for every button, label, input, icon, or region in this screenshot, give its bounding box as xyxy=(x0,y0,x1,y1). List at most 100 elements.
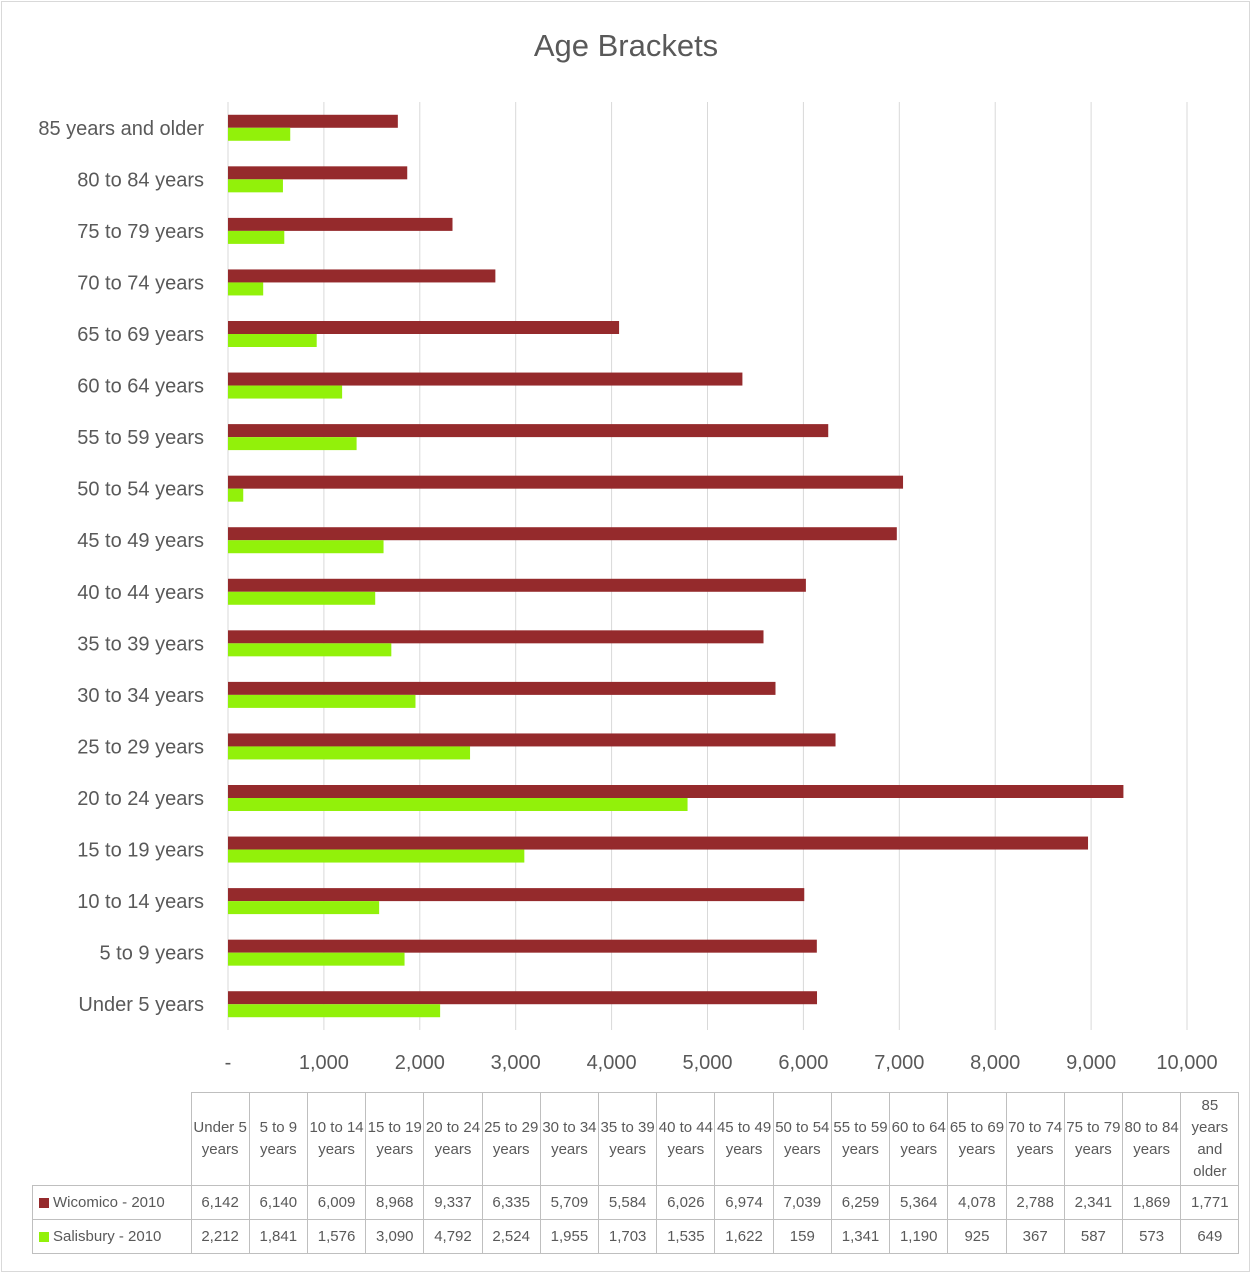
table-header-cell: Under 5 years xyxy=(190,1092,250,1186)
table-value-cell: 5,364 xyxy=(889,1185,949,1220)
table-value-cell: 1,955 xyxy=(539,1219,600,1254)
category-label: Under 5 years xyxy=(78,994,204,1016)
bar-salisbury xyxy=(228,694,416,708)
bar-salisbury xyxy=(228,230,285,244)
bar-salisbury xyxy=(228,643,392,657)
table-header-cell: 15 to 19 years xyxy=(365,1092,425,1186)
table-value-cell: 6,259 xyxy=(830,1185,891,1220)
bar-wicomico xyxy=(228,372,743,386)
bar-salisbury xyxy=(228,798,688,811)
table-value-cell: 5,584 xyxy=(598,1185,658,1220)
category-label: 75 to 79 years xyxy=(77,221,204,243)
table-value-cell: 6,026 xyxy=(656,1185,716,1220)
table-header-cell: 45 to 49 years xyxy=(714,1092,774,1186)
bar-salisbury xyxy=(228,334,317,347)
x-tick-label: 7,000 xyxy=(874,1052,924,1074)
table-header-cell: 35 to 39 years xyxy=(598,1092,658,1186)
table-value-cell: 6,009 xyxy=(306,1185,367,1220)
table-header-cell: 60 to 64 years xyxy=(889,1092,949,1186)
category-label: 50 to 54 years xyxy=(77,479,204,501)
bar-wicomico xyxy=(228,785,1124,798)
category-label: 5 to 9 years xyxy=(99,943,204,965)
category-label: 60 to 64 years xyxy=(77,376,204,398)
bar-wicomico xyxy=(228,630,764,644)
bar-wicomico xyxy=(228,939,817,953)
bar-salisbury xyxy=(228,437,357,451)
table-header-cell: 50 to 54 years xyxy=(772,1092,832,1186)
table-value-cell: 8,968 xyxy=(365,1185,425,1220)
table-value-cell: 4,078 xyxy=(947,1185,1007,1220)
series-label: Wicomico - 2010 xyxy=(32,1185,192,1220)
x-tick-label: 1,000 xyxy=(299,1052,349,1074)
table-value-cell: 1,576 xyxy=(306,1219,367,1254)
bar-salisbury xyxy=(228,540,384,554)
table-header-cell: 75 to 79 years xyxy=(1063,1092,1124,1186)
table-header-cell: 10 to 14 years xyxy=(306,1092,367,1186)
table-value-cell: 573 xyxy=(1121,1219,1182,1254)
table-value-cell: 2,524 xyxy=(481,1219,541,1254)
category-label: 45 to 49 years xyxy=(77,530,204,552)
category-label: 30 to 34 years xyxy=(77,685,204,707)
table-value-cell: 587 xyxy=(1063,1219,1124,1254)
table-header-cell: 20 to 24 years xyxy=(423,1092,483,1186)
bar-salisbury xyxy=(228,488,244,502)
category-label: 20 to 24 years xyxy=(77,788,204,810)
bar-salisbury xyxy=(228,901,380,915)
bar-chart-plot: Under 5 years 5 to 9 years 10 to 14 years 1… xyxy=(38,102,1218,1074)
bar-salisbury xyxy=(228,591,376,605)
table-value-cell: 1,535 xyxy=(656,1219,716,1254)
x-tick-label: 9,000 xyxy=(1066,1052,1116,1074)
bar-salisbury xyxy=(228,952,405,966)
table-value-cell: 3,090 xyxy=(365,1219,425,1254)
x-tick-label: 10,000 xyxy=(1156,1052,1217,1074)
table-header-cell: 55 to 59 years xyxy=(830,1092,891,1186)
table-value-cell: 6,140 xyxy=(248,1185,308,1220)
bar-salisbury xyxy=(228,282,264,296)
table-header-cell: 40 to 44 years xyxy=(656,1092,716,1186)
bar-salisbury xyxy=(228,179,283,193)
x-tick-label: 8,000 xyxy=(970,1052,1020,1074)
table-value-cell: 1,771 xyxy=(1180,1185,1240,1220)
x-tick-label: 6,000 xyxy=(778,1052,828,1074)
table-value-cell: 1,622 xyxy=(714,1219,774,1254)
bar-wicomico xyxy=(228,681,776,695)
table-value-cell: 7,039 xyxy=(772,1185,832,1220)
table-value-cell: 4,792 xyxy=(423,1219,483,1254)
category-label: 10 to 14 years xyxy=(77,891,204,913)
table-value-cell: 2,788 xyxy=(1005,1185,1065,1220)
bar-salisbury xyxy=(228,127,291,141)
bar-salisbury xyxy=(228,746,471,760)
bar-salisbury xyxy=(228,849,525,863)
table-header-cell: 30 to 34 years xyxy=(539,1092,600,1186)
x-tick-label: 2,000 xyxy=(395,1052,445,1074)
table-header-cell: 80 to 84 years xyxy=(1121,1092,1182,1186)
bar-salisbury xyxy=(228,1004,441,1018)
table-value-cell: 1,869 xyxy=(1121,1185,1182,1220)
bar-wicomico xyxy=(228,991,818,1005)
table-value-cell: 159 xyxy=(772,1219,832,1254)
table-value-cell: 6,335 xyxy=(481,1185,541,1220)
bar-salisbury xyxy=(228,385,343,399)
category-label: 40 to 44 years xyxy=(77,582,204,604)
table-row: Salisbury - 2010 2,212 1,841 1,576 3,090 4,79… xyxy=(32,1219,1240,1254)
x-tick-label: - xyxy=(225,1052,232,1074)
table-value-cell: 925 xyxy=(947,1219,1007,1254)
x-tick-label: 4,000 xyxy=(587,1052,637,1074)
bar-wicomico xyxy=(228,527,897,541)
table-value-cell: 9,337 xyxy=(423,1185,483,1220)
x-tick-label: 5,000 xyxy=(682,1052,732,1074)
category-label: 15 to 19 years xyxy=(77,840,204,862)
table-value-cell: 1,341 xyxy=(830,1219,891,1254)
bar-wicomico xyxy=(228,114,398,128)
category-label: 85 years and older xyxy=(38,118,204,140)
bar-wicomico xyxy=(228,836,1089,850)
category-label: 65 to 69 years xyxy=(77,324,204,346)
series-label: Salisbury - 2010 xyxy=(32,1219,192,1254)
data-table: Under 5 years 5 to 9 years 10 to 14 years 1… xyxy=(32,1092,1240,1254)
category-label: 55 to 59 years xyxy=(77,427,204,449)
category-label: 25 to 29 years xyxy=(77,736,204,758)
category-label: 80 to 84 years xyxy=(77,169,204,191)
bar-wicomico xyxy=(228,424,829,438)
bar-wicomico xyxy=(228,733,836,747)
